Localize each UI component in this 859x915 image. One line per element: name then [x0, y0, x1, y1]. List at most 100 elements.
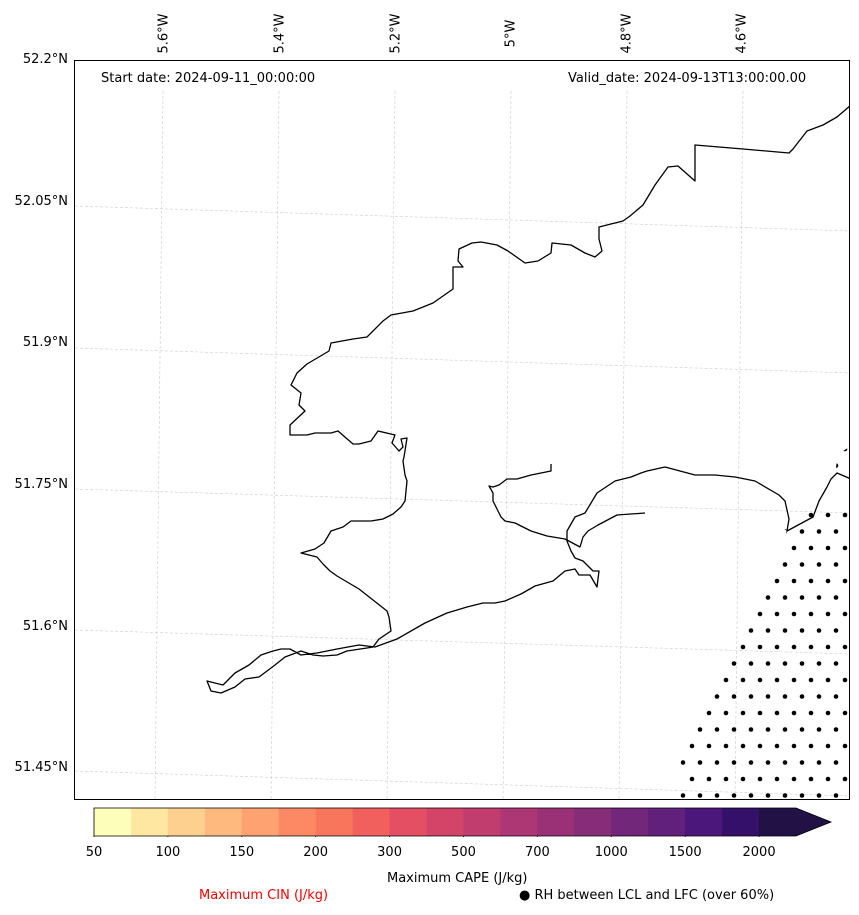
stipple-dot — [833, 496, 839, 501]
gridlines — [75, 90, 849, 799]
stipple-dot — [723, 743, 729, 749]
stipple-dot — [748, 694, 754, 699]
colorbar-swatch — [130, 808, 169, 836]
stipple-dot — [689, 545, 695, 551]
stipple-dot — [774, 743, 780, 749]
stipple-dot — [731, 793, 737, 798]
stipple-dot — [808, 677, 814, 683]
stipple-dot — [774, 578, 780, 584]
stipple-dot — [816, 529, 822, 534]
stipple-dot — [816, 595, 822, 600]
stipple-dot — [799, 661, 805, 666]
stipple-dot — [808, 743, 814, 749]
stipple-dot — [799, 760, 805, 765]
gridline-lat-51-75 — [75, 488, 849, 514]
stipple-dot — [680, 628, 686, 633]
stipple-dot — [833, 727, 839, 732]
stipple-dot — [765, 727, 771, 732]
stipple-dot — [723, 479, 729, 485]
map-canvas — [75, 90, 849, 799]
stipple-dot — [675, 611, 678, 617]
stipple-dot — [808, 578, 814, 584]
rh-legend-label: ● RH between LCL and LFC (over 60%) — [519, 888, 775, 903]
stipple-dot — [782, 628, 788, 633]
colorbar-swatch — [463, 808, 501, 836]
stipple-dot — [833, 562, 839, 567]
stipple-dot — [689, 710, 695, 716]
stipple-dot — [765, 661, 771, 666]
stipple-dot — [689, 446, 695, 452]
stipple-dot — [842, 446, 848, 452]
stipple-dot — [816, 793, 822, 798]
stipple-dot — [723, 545, 729, 551]
longitude-label-5-4w: 5.4°W — [272, 12, 288, 54]
coastline — [206, 105, 849, 694]
gridline-lon-5-6 — [154, 90, 164, 799]
stipple-dot — [842, 644, 848, 650]
colorbar-swatch — [685, 808, 723, 836]
gridline-lat-51-45 — [75, 770, 849, 797]
longitude-label-5w: 5°W — [503, 19, 519, 47]
colorbar-swatch — [315, 808, 354, 836]
stipple-dot — [723, 710, 729, 716]
stipple-dot — [791, 776, 797, 782]
stipple-dot — [697, 562, 703, 567]
colorbar-tick-label: 200 — [303, 845, 329, 860]
stipple-dot — [731, 628, 737, 633]
stipple-dot — [842, 479, 848, 485]
stipple-dot — [791, 446, 797, 452]
stipple-dot — [697, 529, 703, 534]
stipple-dot — [816, 727, 822, 732]
start-date-label: Start date: 2024-09-11_00:00:00 — [101, 71, 316, 86]
stipple-dot — [757, 578, 763, 584]
stipple-dot — [774, 446, 780, 452]
stipple-dot — [706, 578, 712, 584]
stipple-dot — [697, 760, 703, 765]
stipple-dot — [833, 793, 839, 798]
stipple-dot — [748, 628, 754, 633]
stipple-dot — [731, 661, 737, 666]
stipple-dot — [757, 545, 763, 551]
stipple-dot — [731, 529, 737, 534]
gridline-lat-51-9 — [75, 347, 849, 374]
stipple-dot — [774, 479, 780, 485]
stipple-dot — [765, 793, 771, 798]
colorbar-tick-label: 2000 — [742, 845, 776, 860]
stipple-dot — [706, 743, 712, 749]
stipple-dot — [842, 710, 848, 716]
stipple-dot — [791, 578, 797, 584]
stipple-dot — [714, 463, 720, 468]
stipple-dot — [689, 479, 695, 485]
stipple-dot — [680, 727, 686, 732]
stipple-dot — [842, 776, 848, 782]
stipple-dot — [765, 562, 771, 567]
colorbar-swatch — [611, 808, 649, 836]
stipple-dot — [748, 496, 754, 501]
stipple-dot — [697, 628, 703, 633]
stipple-dot — [706, 611, 712, 617]
stipple-dot — [689, 578, 695, 584]
stipple-dot — [816, 694, 822, 699]
stipple-dot — [731, 595, 737, 600]
stipple-dot — [782, 661, 788, 666]
stipple-dot — [825, 578, 831, 584]
colorbar-swatch — [278, 808, 317, 836]
stipple-dot — [799, 694, 805, 699]
gridline-lon-5-2 — [386, 90, 396, 799]
stipple-dot — [748, 529, 754, 534]
stipple-dot — [782, 595, 788, 600]
stipple-dot — [816, 661, 822, 666]
stipple-dot — [723, 512, 729, 518]
colorbar-tick-label: 50 — [85, 845, 103, 860]
coastline-north — [206, 105, 849, 694]
stipple-dot — [765, 760, 771, 765]
stipple-dot — [799, 595, 805, 600]
stipple-dot — [675, 677, 678, 683]
stipple-dot — [791, 644, 797, 650]
stipple-dot — [791, 512, 797, 518]
colorbar-tick-label: 150 — [229, 845, 255, 860]
stipple-dot — [825, 710, 831, 716]
stipple-dot — [808, 644, 814, 650]
stipple-dot — [816, 562, 822, 567]
stipple-dot — [782, 694, 788, 699]
